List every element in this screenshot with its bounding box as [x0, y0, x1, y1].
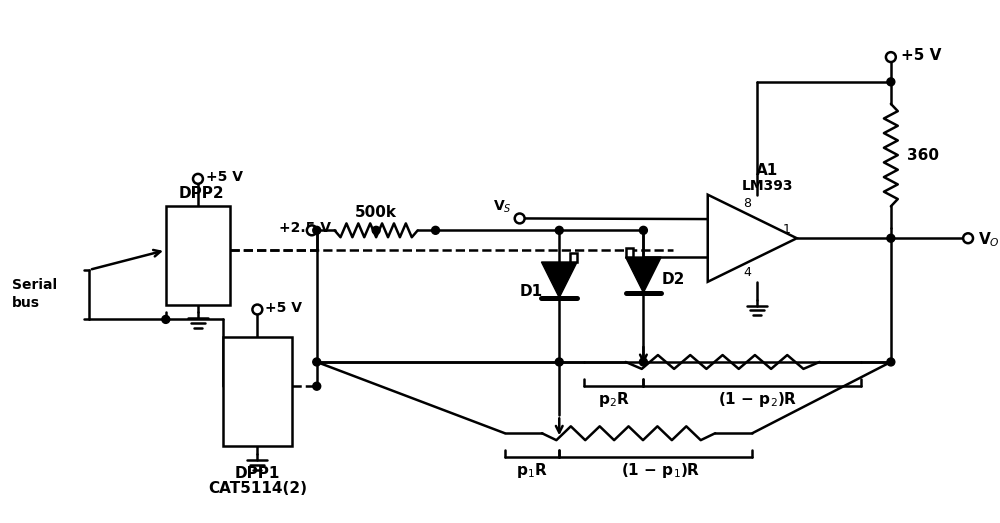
Circle shape: [555, 226, 563, 234]
Circle shape: [372, 226, 380, 234]
Text: Serial: Serial: [12, 278, 57, 292]
Text: DPP2: DPP2: [178, 186, 224, 201]
Bar: [166, 206, 230, 304]
Text: 3: 3: [710, 260, 718, 273]
Bar: [570, 253, 577, 262]
Circle shape: [887, 234, 895, 242]
Circle shape: [887, 78, 895, 86]
Text: V$_O$: V$_O$: [978, 230, 1000, 248]
Circle shape: [639, 226, 647, 234]
Text: V$_S$: V$_S$: [493, 198, 512, 215]
Circle shape: [162, 315, 170, 323]
Text: 2: 2: [710, 203, 718, 217]
Circle shape: [307, 225, 317, 235]
Text: +: +: [720, 246, 734, 265]
Circle shape: [432, 226, 439, 234]
Text: p$_1$R: p$_1$R: [516, 461, 548, 480]
Text: D2: D2: [661, 272, 685, 287]
Text: +2.5 V: +2.5 V: [279, 221, 331, 235]
Bar: [626, 248, 633, 257]
Text: p$_2$R: p$_2$R: [598, 390, 630, 409]
Polygon shape: [708, 195, 797, 282]
Text: 1: 1: [783, 223, 791, 236]
Text: DPP1: DPP1: [235, 467, 280, 481]
Circle shape: [887, 358, 895, 366]
Circle shape: [313, 358, 321, 366]
Text: 4: 4: [743, 266, 751, 279]
Circle shape: [963, 233, 973, 243]
Circle shape: [639, 358, 647, 366]
Circle shape: [193, 174, 203, 184]
Circle shape: [515, 213, 525, 223]
Text: (1 − p$_2$)R: (1 − p$_2$)R: [718, 390, 797, 409]
Circle shape: [313, 226, 321, 234]
Circle shape: [252, 304, 262, 314]
Text: 500k: 500k: [355, 205, 397, 220]
Text: A1: A1: [756, 163, 778, 178]
Circle shape: [555, 358, 563, 366]
Text: bus: bus: [12, 295, 40, 310]
Text: 360: 360: [907, 147, 939, 163]
Polygon shape: [541, 262, 577, 298]
Bar: [223, 337, 292, 446]
Text: 8: 8: [743, 197, 751, 210]
Text: +5 V: +5 V: [265, 301, 302, 314]
Circle shape: [886, 52, 896, 62]
Text: −: −: [720, 212, 734, 230]
Circle shape: [313, 382, 321, 390]
Text: CAT5114(2): CAT5114(2): [208, 481, 307, 496]
Text: LM393: LM393: [741, 179, 793, 193]
Text: D1: D1: [520, 284, 543, 299]
Text: +5 V: +5 V: [206, 170, 243, 184]
Text: (1 − p$_1$)R: (1 − p$_1$)R: [621, 461, 700, 480]
Text: +5 V: +5 V: [901, 48, 941, 63]
Polygon shape: [626, 257, 661, 293]
